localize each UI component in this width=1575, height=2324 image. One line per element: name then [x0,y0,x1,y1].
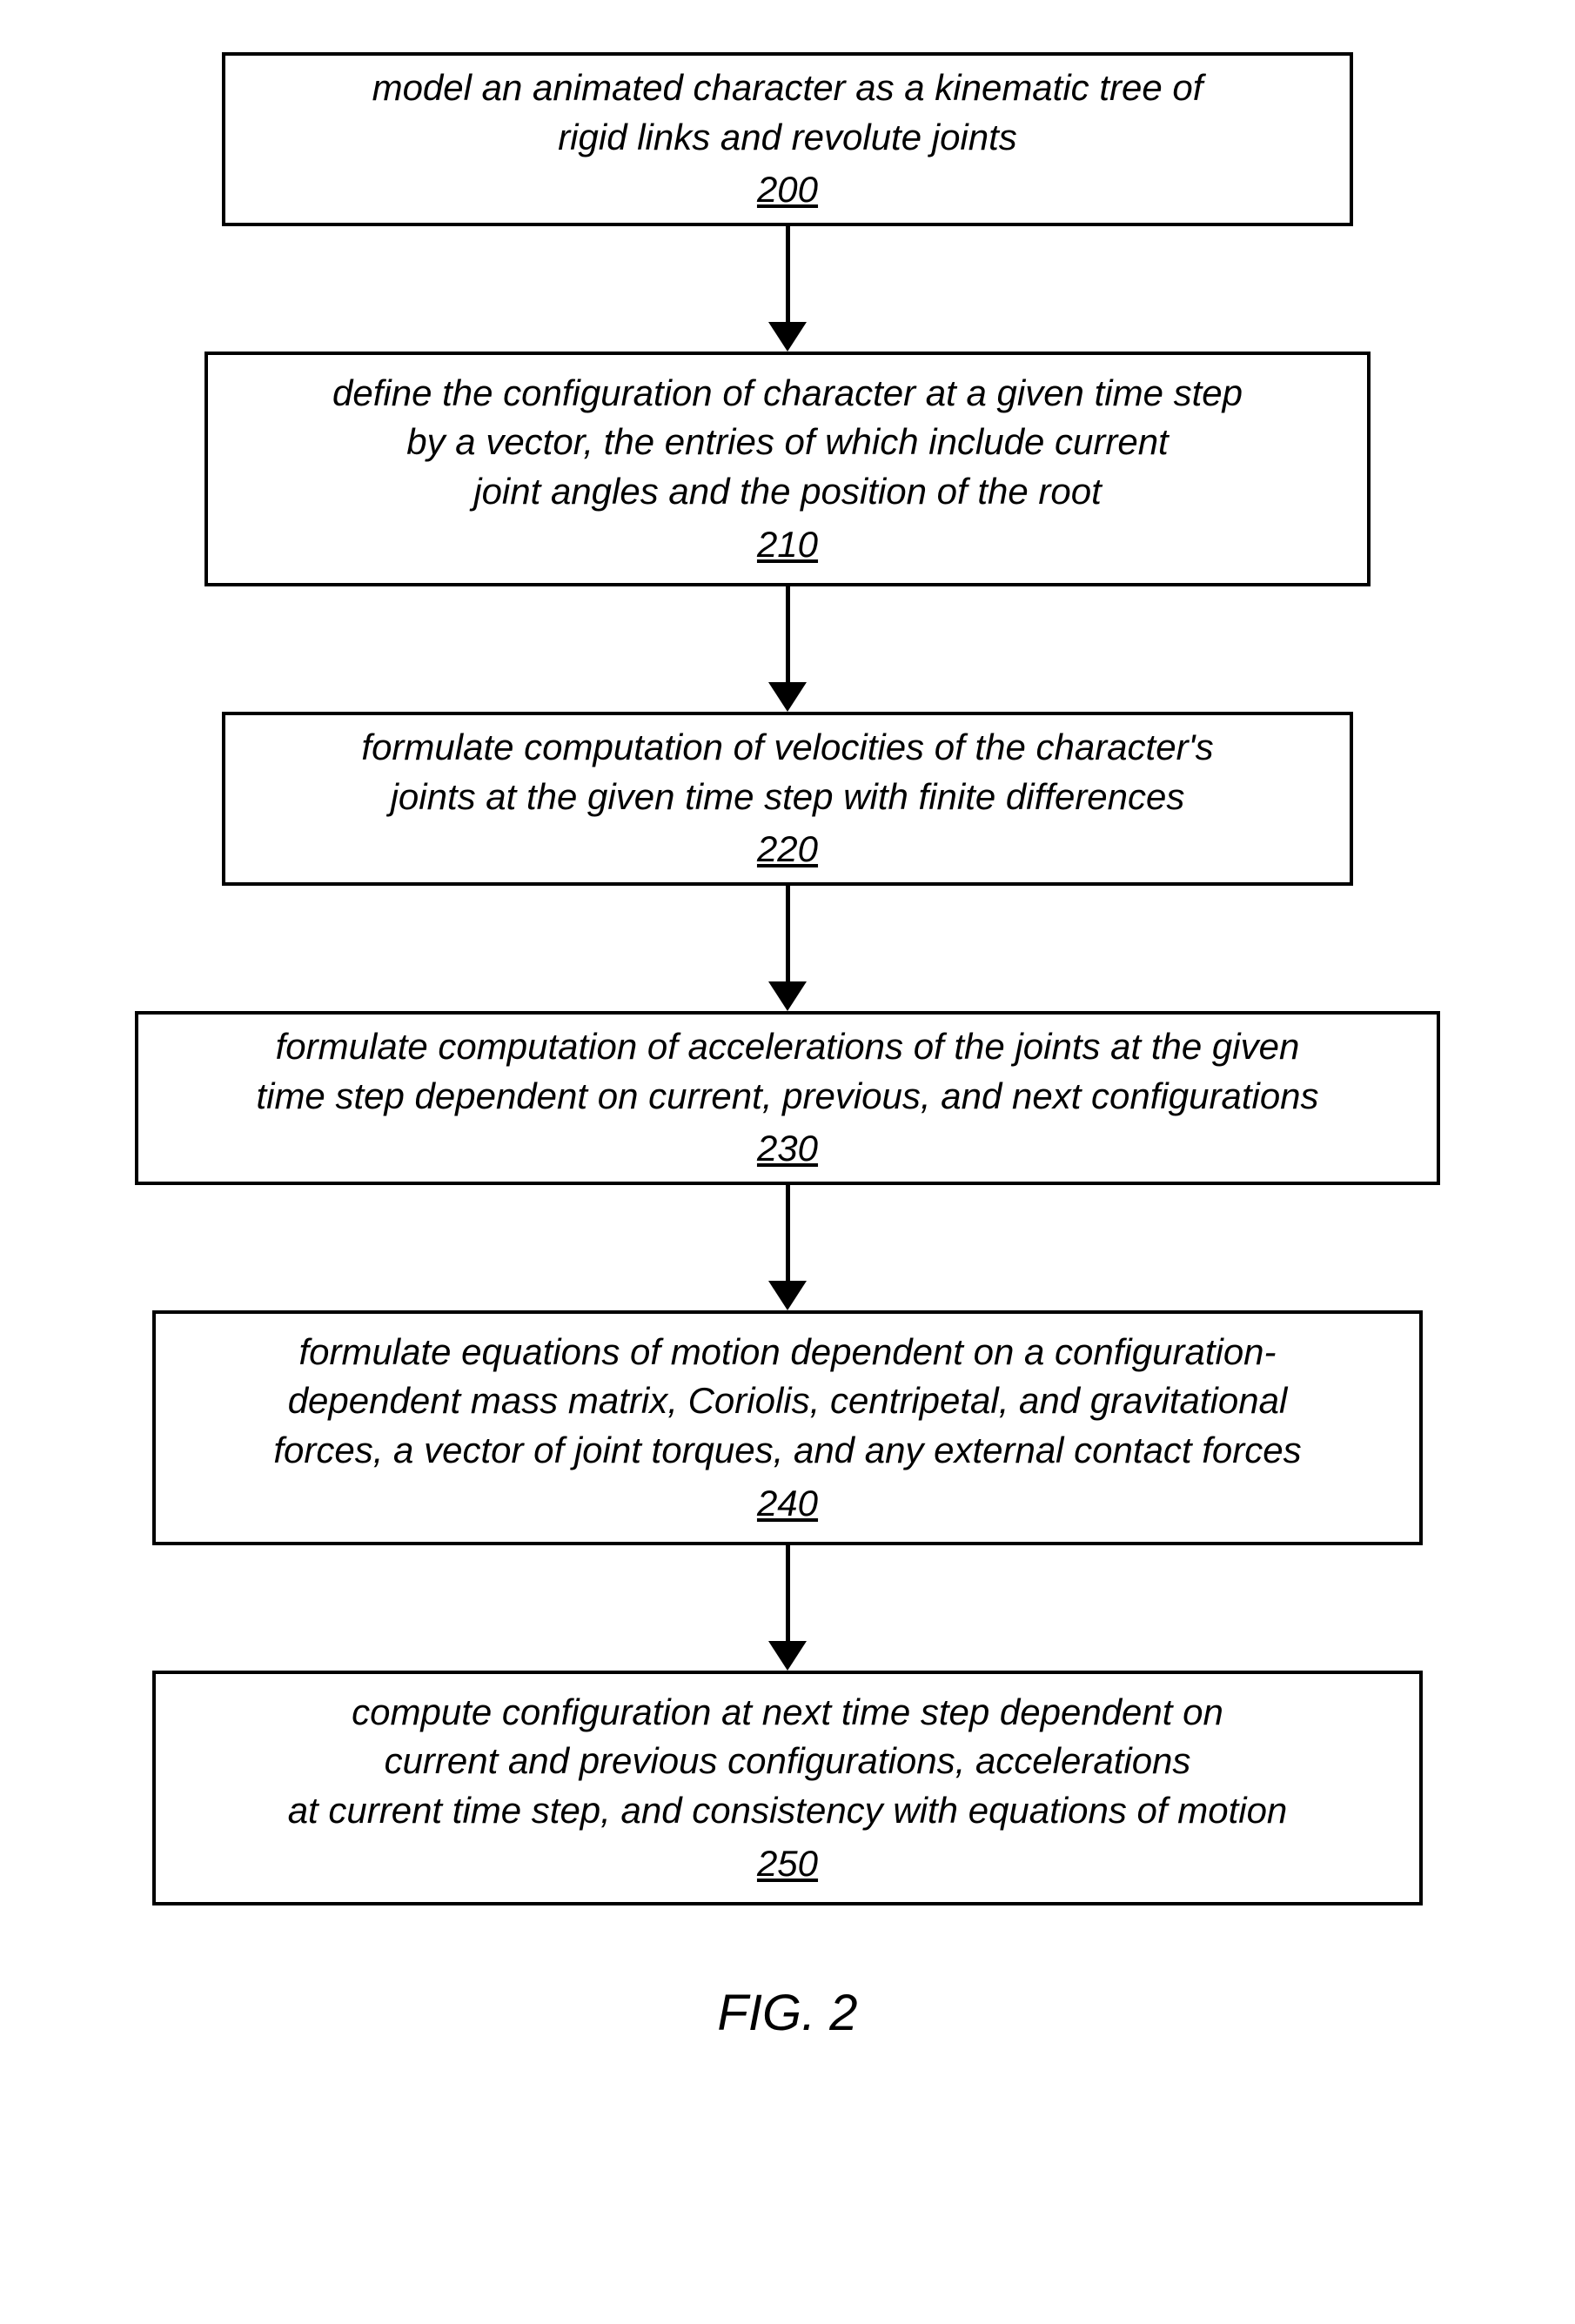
flow-node-ref: 240 [757,1479,818,1529]
arrow-head-icon [768,981,807,1011]
arrow-line [786,886,790,981]
flow-node-text: formulate equations of motion dependent … [273,1328,1301,1476]
figure-label: FIG. 2 [113,1984,1462,2042]
flow-node-text: define the configuration of character at… [332,369,1243,517]
flow-node-ref: 250 [757,1839,818,1889]
flowchart-container: model an animated character as a kinemat… [113,52,1462,1905]
flow-node-text: formulate computation of accelerations o… [256,1022,1318,1121]
flow-arrow [768,226,807,352]
flow-node-ref: 200 [757,165,818,215]
arrow-head-icon [768,1281,807,1310]
flow-arrow [768,1185,807,1310]
flow-node-240: formulate equations of motion dependent … [152,1310,1423,1545]
flow-node-ref: 230 [757,1124,818,1174]
arrow-line [786,1185,790,1281]
arrow-head-icon [768,682,807,712]
flow-node-210: define the configuration of character at… [204,352,1371,586]
arrow-head-icon [768,1641,807,1671]
flow-node-ref: 220 [757,825,818,874]
flow-node-text: model an animated character as a kinemat… [372,64,1203,162]
arrow-line [786,1545,790,1641]
flow-arrow [768,886,807,1011]
flow-node-text: compute configuration at next time step … [288,1688,1288,1836]
arrow-head-icon [768,322,807,352]
flow-node-ref: 210 [757,520,818,570]
arrow-line [786,226,790,322]
flow-node-230: formulate computation of accelerations o… [135,1011,1440,1185]
flow-node-220: formulate computation of velocities of t… [222,712,1353,886]
arrow-line [786,586,790,682]
flow-arrow [768,586,807,712]
flow-node-250: compute configuration at next time step … [152,1671,1423,1905]
flow-node-200: model an animated character as a kinemat… [222,52,1353,226]
flow-arrow [768,1545,807,1671]
flow-node-text: formulate computation of velocities of t… [361,723,1213,821]
